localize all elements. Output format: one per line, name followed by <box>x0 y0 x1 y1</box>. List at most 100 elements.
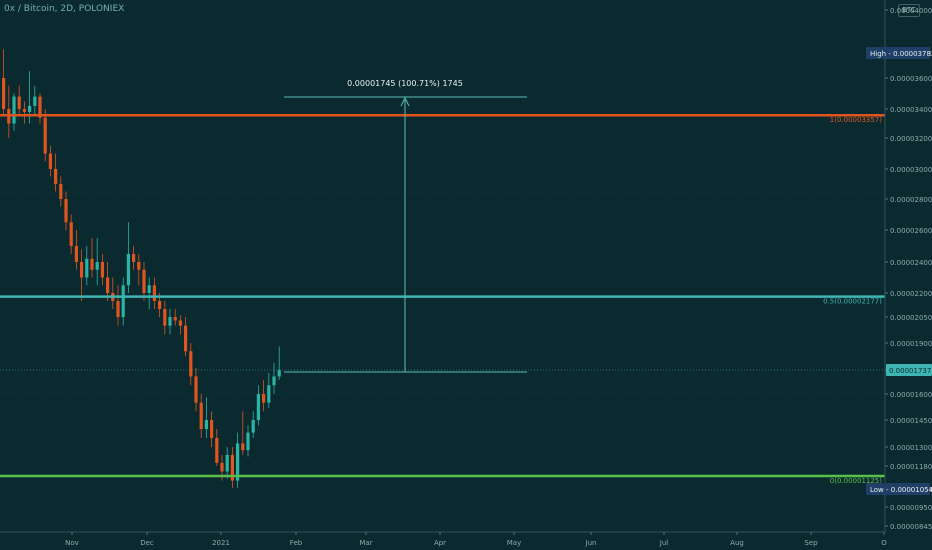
chart-title: 0x / Bitcoin, 2D, POLONIEX <box>4 4 125 14</box>
time-tick-label: Jul <box>659 539 669 547</box>
chart-grid <box>0 192 885 395</box>
candle[interactable] <box>168 309 172 335</box>
candle-body <box>126 254 130 286</box>
candle[interactable] <box>189 343 193 386</box>
candle-body <box>236 443 240 481</box>
low-badge-text: Low - 0.00001054 <box>870 486 932 494</box>
candle[interactable] <box>7 85 11 138</box>
candle-body <box>215 438 219 463</box>
fib-level-label: 0.5(0.00002177) <box>823 298 882 306</box>
candle[interactable] <box>64 191 68 231</box>
candle-body <box>95 262 99 270</box>
candle-body <box>262 394 266 403</box>
time-axis: Nov Dec 2021 Feb Mar Apr May Jun Jul Aug Sep O <box>0 531 887 547</box>
measure-tool-layer: 0.00001745 (100.71%) 1745 <box>284 79 527 373</box>
candle-body <box>22 109 26 112</box>
candle[interactable] <box>210 411 214 447</box>
high-badge: High - 0.00003781 <box>866 47 932 59</box>
candle[interactable] <box>199 394 203 438</box>
candle-body <box>241 443 245 451</box>
price-tick-label: 0.00001180 <box>890 463 932 471</box>
time-tick-label: Sep <box>804 539 818 547</box>
candle[interactable] <box>178 315 182 335</box>
time-tick-label: Dec <box>140 539 154 547</box>
fib-level-label: 0(0.00001125) <box>830 477 882 485</box>
candle[interactable] <box>230 447 234 488</box>
candle[interactable] <box>132 246 136 270</box>
candle[interactable] <box>225 447 229 479</box>
candle-body <box>168 317 172 326</box>
currency-badge[interactable]: BTC <box>898 4 920 17</box>
candle[interactable] <box>54 153 58 192</box>
candle[interactable] <box>95 238 99 286</box>
candle-body <box>137 262 141 270</box>
candle[interactable] <box>22 101 26 124</box>
candle[interactable] <box>12 93 16 131</box>
candle-body <box>28 105 32 112</box>
candle[interactable] <box>69 214 73 255</box>
price-tick-label: 0.00002800 <box>890 196 932 204</box>
candle-body <box>163 309 167 326</box>
candle-body <box>184 325 188 352</box>
candle[interactable] <box>2 49 6 117</box>
candle[interactable] <box>251 411 255 438</box>
candle[interactable] <box>111 277 115 310</box>
candle[interactable] <box>59 176 63 207</box>
candle[interactable] <box>163 301 167 335</box>
candle[interactable] <box>184 317 188 357</box>
candle-body <box>69 222 73 246</box>
candle[interactable] <box>137 254 141 286</box>
candle-body <box>90 258 94 270</box>
candle[interactable] <box>121 277 125 326</box>
price-tick-label: 0.00000950 <box>890 504 932 512</box>
price-badges: 0.00001737 High - 0.00003781 Low - 0.00001… <box>866 47 932 495</box>
candle[interactable] <box>90 238 94 278</box>
candle[interactable] <box>204 397 208 438</box>
candle[interactable] <box>236 432 240 488</box>
last-price-badge: 0.00001737 <box>886 364 932 376</box>
candle[interactable] <box>142 262 146 301</box>
candle-body <box>132 254 136 262</box>
candle[interactable] <box>85 246 89 286</box>
candle[interactable] <box>48 145 52 177</box>
candle[interactable] <box>241 411 245 455</box>
candle-body <box>121 285 125 317</box>
candle[interactable] <box>17 85 21 117</box>
candle[interactable] <box>80 249 84 301</box>
price-tick-label: 0.00001600 <box>890 391 932 399</box>
candle[interactable] <box>272 362 276 394</box>
candle[interactable] <box>256 385 260 426</box>
candle-body <box>210 420 214 438</box>
candle[interactable] <box>126 222 130 293</box>
candle-body <box>85 258 89 278</box>
candle-body <box>267 385 271 403</box>
candle-body <box>74 246 78 262</box>
candle[interactable] <box>267 372 271 408</box>
candle-body <box>173 317 177 321</box>
candle[interactable] <box>74 230 78 270</box>
price-tick-label: 0.00002050 <box>890 314 932 322</box>
candle[interactable] <box>33 85 37 117</box>
candle-body <box>48 153 52 169</box>
candle[interactable] <box>246 425 250 457</box>
candle[interactable] <box>262 379 266 412</box>
candle[interactable] <box>277 346 281 380</box>
candle[interactable] <box>43 109 47 162</box>
candle-body <box>251 420 255 433</box>
candle-body <box>277 370 281 377</box>
candle[interactable] <box>106 262 110 301</box>
candle[interactable] <box>100 254 104 286</box>
candle[interactable] <box>173 309 177 326</box>
candle[interactable] <box>116 285 120 326</box>
candle[interactable] <box>215 429 219 466</box>
price-tick-label: 0.00001300 <box>890 444 932 452</box>
candle[interactable] <box>194 367 198 412</box>
price-tick-label: 0.00003400 <box>890 106 932 114</box>
candle[interactable] <box>147 277 151 310</box>
price-tick-label: 0.00003000 <box>890 166 932 174</box>
fib-retracement-layer: 1(0.00003357) 0.5(0.00002177) 0(0.00001125… <box>0 113 885 485</box>
candle[interactable] <box>38 93 42 124</box>
candle[interactable] <box>152 277 156 310</box>
time-tick-label: O <box>881 539 887 547</box>
